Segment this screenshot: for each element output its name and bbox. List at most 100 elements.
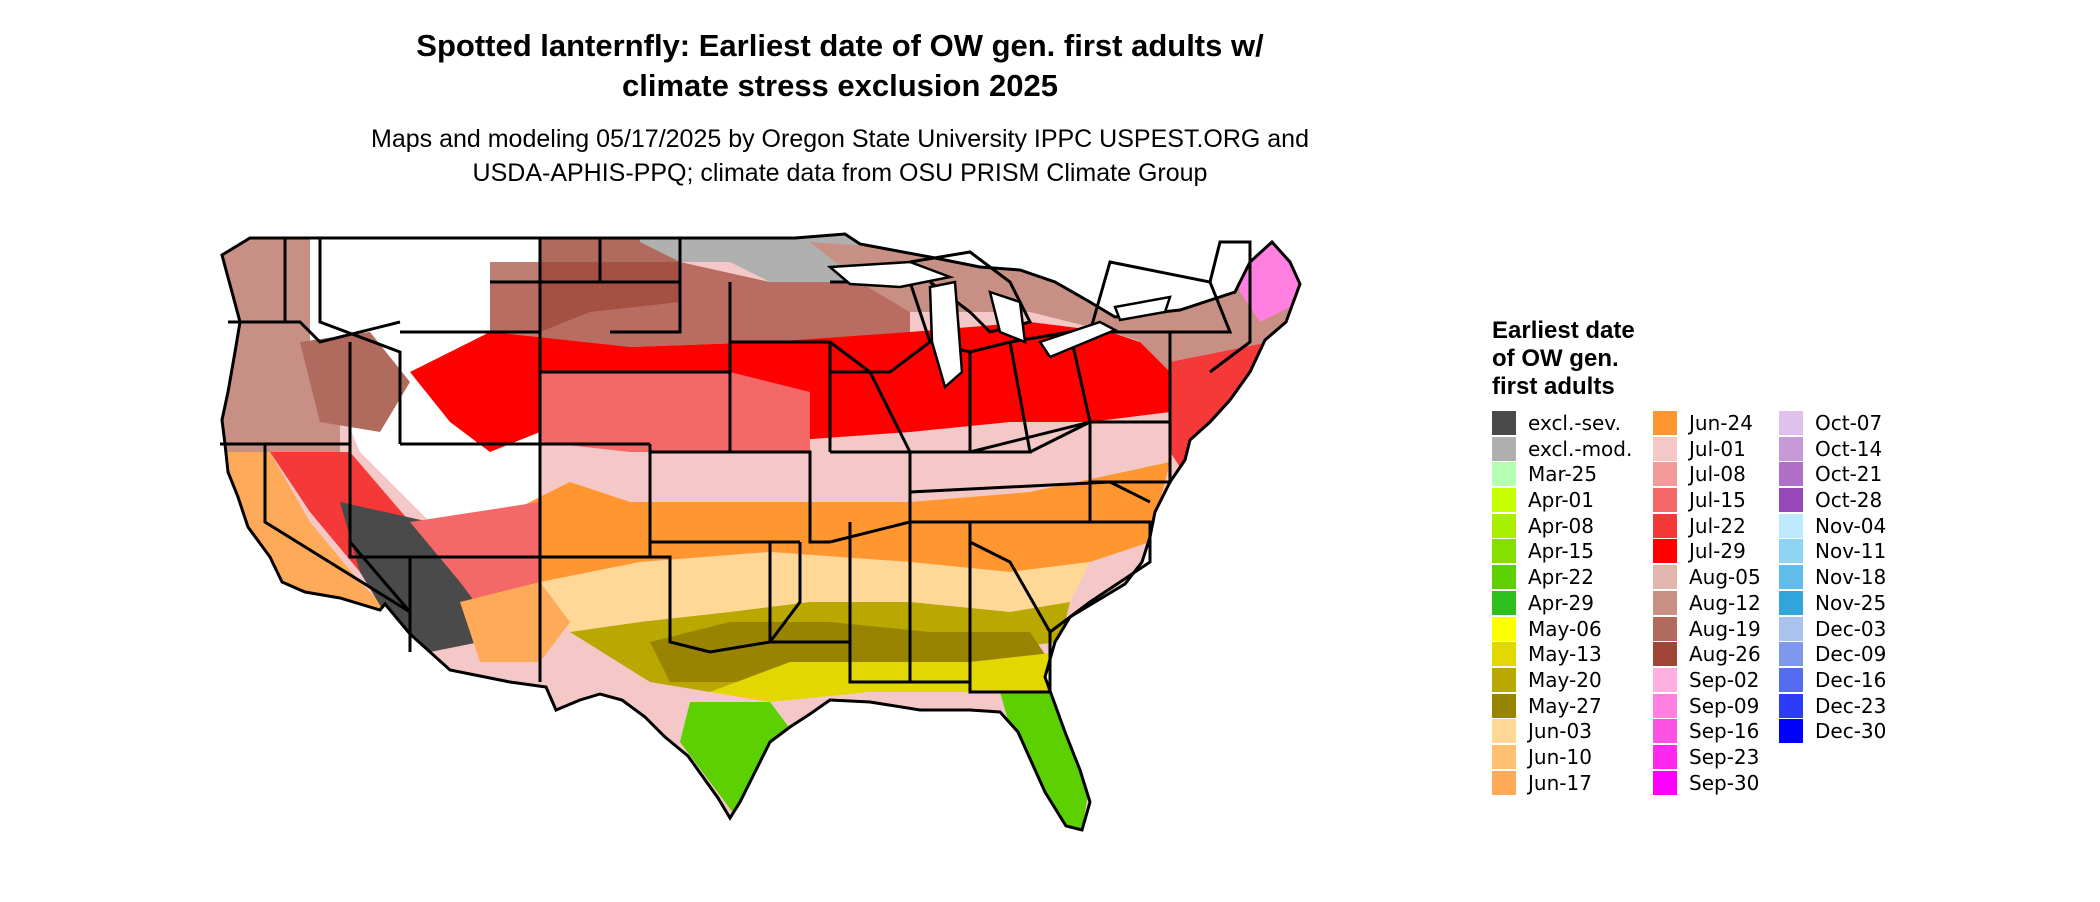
boundary-mn-ia — [728, 282, 871, 374]
legend-label: Dec-23 — [1815, 693, 1887, 718]
legend-label: Sep-09 — [1689, 693, 1760, 718]
legend-swatch — [1492, 539, 1516, 564]
legend-label: Apr-01 — [1528, 488, 1594, 513]
legend-label: excl.-sev. — [1528, 411, 1621, 435]
legend-label: Sep-16 — [1689, 719, 1760, 744]
region-kansas — [540, 372, 810, 452]
region-snake-river — [300, 332, 410, 432]
legend-label: Aug-05 — [1689, 565, 1761, 590]
boundary-new-england — [1208, 240, 1252, 374]
legend-swatch — [1653, 539, 1677, 564]
legend-swatch — [1492, 513, 1516, 538]
boundary-az-nm — [408, 557, 542, 682]
legend-swatch — [1653, 770, 1677, 795]
region-southern-tier — [490, 462, 1170, 602]
legend-label: Mar-25 — [1528, 462, 1598, 487]
lake-ontario — [1113, 295, 1172, 322]
legend-swatch — [1492, 744, 1516, 769]
lake-superior — [826, 260, 955, 289]
map-fill-layer — [222, 234, 1300, 830]
boundary-wa-or — [228, 320, 401, 344]
boundary-id — [283, 238, 402, 444]
legend-swatch — [1492, 616, 1516, 641]
region-gulf-yellow — [710, 652, 1070, 702]
map-title-line-2: climate stress exclusion 2025 — [622, 68, 1058, 103]
legend-swatch — [1653, 436, 1677, 461]
legend-swatch — [1653, 565, 1677, 590]
legend-label: Oct-14 — [1815, 436, 1883, 461]
legend-swatch — [1492, 436, 1516, 461]
legend-label: May-20 — [1528, 667, 1602, 692]
legend-label: Apr-08 — [1528, 513, 1594, 538]
legend-swatch — [1779, 616, 1803, 641]
legend-label: Nov-18 — [1815, 565, 1887, 590]
legend-swatch — [1653, 667, 1677, 692]
legend-label: Sep-23 — [1689, 744, 1760, 769]
legend-swatch — [1492, 667, 1516, 692]
legend-swatch — [1653, 616, 1677, 641]
legend-swatch — [1653, 642, 1677, 667]
legend-label: Jul-08 — [1689, 462, 1746, 487]
legend-swatch — [1653, 488, 1677, 513]
legend-label: Aug-26 — [1689, 642, 1761, 667]
legend-swatch — [1492, 590, 1516, 615]
legend-label: Oct-07 — [1815, 411, 1883, 435]
legend-label: Nov-11 — [1815, 539, 1887, 564]
legend-swatch — [1492, 770, 1516, 795]
legend-swatch — [1779, 719, 1803, 744]
map-subtitle-line-2: USDA-APHIS-PPQ; climate data from OSU PR… — [472, 159, 1208, 187]
region-south-texas — [680, 702, 800, 822]
legend-title-line-3: first adults — [1492, 373, 1615, 400]
legend-swatch — [1779, 462, 1803, 487]
legend-label: Jul-01 — [1689, 436, 1746, 461]
legend-swatch — [1653, 693, 1677, 718]
legend-label: Dec-09 — [1815, 642, 1887, 667]
legend-swatch — [1779, 565, 1803, 590]
legend-swatch — [1779, 488, 1803, 513]
legend-title-line-1: Earliest date — [1492, 317, 1635, 344]
lake-huron — [988, 290, 1027, 344]
legend-swatch — [1779, 590, 1803, 615]
legend-swatch — [1492, 693, 1516, 718]
legend-label: Nov-25 — [1815, 590, 1887, 615]
boundary-ks-ok — [650, 450, 830, 544]
boundary-in — [969, 340, 1032, 454]
legend-swatch — [1653, 462, 1677, 487]
legend-label: May-06 — [1528, 616, 1602, 641]
legend-swatch — [1779, 667, 1803, 692]
legend-label: Dec-03 — [1815, 616, 1887, 641]
legend-label: Apr-15 — [1528, 539, 1594, 564]
region-florida — [1000, 692, 1090, 830]
legend-label: Sep-30 — [1689, 770, 1760, 795]
legend-swatch — [1779, 642, 1803, 667]
legend-swatch — [1492, 642, 1516, 667]
legend-label: Jun-10 — [1528, 744, 1592, 769]
legend-swatch — [1779, 411, 1803, 435]
legend-swatch — [1492, 462, 1516, 487]
boundary-tx — [550, 542, 802, 654]
legend-label: Jun-03 — [1528, 719, 1592, 744]
legend-label: Dec-16 — [1815, 667, 1887, 692]
legend-label: Jul-15 — [1689, 488, 1746, 513]
legend-swatch — [1492, 719, 1516, 744]
legend-label: May-13 — [1528, 642, 1602, 667]
lake-michigan — [928, 280, 964, 390]
legend-label: Dec-30 — [1815, 719, 1887, 744]
legend-swatch — [1492, 411, 1516, 435]
legend-label: May-27 — [1528, 693, 1602, 718]
boundary-mn-west — [598, 238, 682, 282]
legend-title-line-2: of OW gen. — [1492, 345, 1619, 372]
boundary-nc-sc — [1010, 520, 1152, 634]
region-new-mexico-south — [460, 582, 570, 662]
legend-swatch — [1492, 488, 1516, 513]
legend-label: Aug-12 — [1689, 590, 1761, 615]
legend-swatch — [1653, 411, 1677, 435]
legend-swatch — [1779, 513, 1803, 538]
legend-label: Jun-17 — [1528, 770, 1592, 795]
region-southern-light — [540, 552, 1090, 632]
legend-swatch — [1492, 565, 1516, 590]
boundary-ga — [968, 522, 1052, 694]
boundary-ca-nv — [263, 444, 411, 614]
legend-label: Sep-02 — [1689, 667, 1760, 692]
legend-label: Jun-24 — [1689, 411, 1753, 435]
